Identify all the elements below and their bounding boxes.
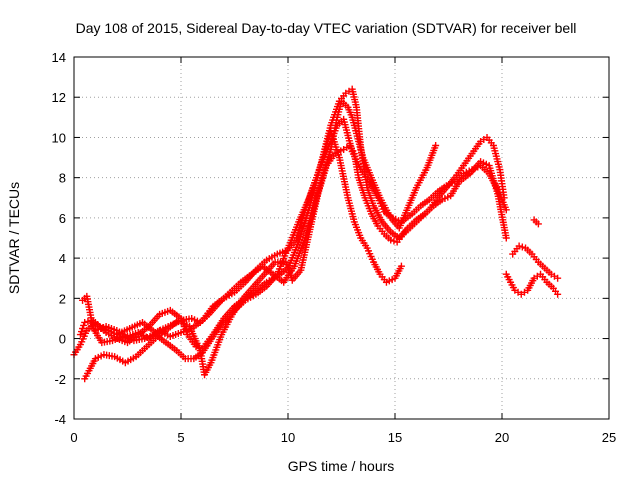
series-track-5 <box>91 115 510 343</box>
x-tick-label: 5 <box>177 430 184 445</box>
data-point <box>432 141 440 149</box>
y-tick-label: 10 <box>52 130 66 145</box>
x-axis-label: GPS time / hours <box>288 458 395 474</box>
x-tick-label: 25 <box>602 430 616 445</box>
data-point <box>534 220 542 228</box>
series-track-7 <box>509 242 562 282</box>
y-tick-label: 2 <box>59 291 66 306</box>
series-track-6 <box>502 270 562 298</box>
y-tick-label: 8 <box>59 171 66 186</box>
ticks: 0 5 10 15 20 25 -4 -2 0 2 4 6 8 10 12 14 <box>52 50 617 445</box>
data-point <box>554 274 562 282</box>
data-point <box>502 206 510 214</box>
chart-title: Day 108 of 2015, Sidereal Day-to-day VTE… <box>76 20 577 36</box>
x-tick-label: 10 <box>281 430 295 445</box>
x-tick-label: 20 <box>495 430 509 445</box>
data-point <box>502 234 510 242</box>
y-tick-label: 6 <box>59 211 66 226</box>
data-point <box>518 243 526 251</box>
data-point <box>81 318 89 326</box>
y-tick-label: 14 <box>52 50 66 65</box>
y-tick-label: 4 <box>59 251 66 266</box>
y-axis-label: SDTVAR / TECUs <box>6 182 22 294</box>
y-tick-label: -2 <box>54 372 66 387</box>
data-point <box>390 237 398 245</box>
data-points <box>70 85 562 383</box>
y-tick-label: 0 <box>59 332 66 347</box>
series-track-8 <box>530 216 542 228</box>
y-tick-label: -4 <box>54 412 66 427</box>
x-tick-label: 15 <box>388 430 402 445</box>
data-point <box>397 262 405 270</box>
data-point <box>515 242 523 250</box>
y-tick-label: 12 <box>52 90 66 105</box>
data-point <box>554 290 562 298</box>
x-tick-label: 0 <box>70 430 77 445</box>
data-point <box>387 236 395 244</box>
plot-frame <box>73 56 610 420</box>
